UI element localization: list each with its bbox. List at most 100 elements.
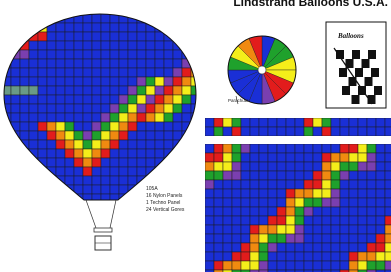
- panel-cell: [2, 95, 11, 104]
- panel-cell: [146, 122, 155, 131]
- panel-cell: [11, 194, 20, 203]
- panel-cell: [155, 113, 164, 122]
- panel-cell: [83, 104, 92, 113]
- pattern-cell: [268, 252, 277, 261]
- strip-cell: [250, 118, 259, 127]
- panel-cell: [137, 23, 146, 32]
- pattern-cell: [367, 189, 376, 198]
- strip-cell: [340, 127, 349, 136]
- pattern-cell: [268, 189, 277, 198]
- panel-cell: [182, 86, 191, 95]
- pattern-cell: [349, 216, 358, 225]
- pattern-cell: [385, 198, 391, 207]
- strip-cell: [331, 127, 340, 136]
- color-strip: [205, 118, 391, 136]
- panel-cell: [173, 158, 182, 167]
- pattern-cell: [331, 216, 340, 225]
- panel-cell: [128, 194, 137, 203]
- panel-cell: [155, 50, 164, 59]
- panel-cell: [56, 59, 65, 68]
- pattern-cell: [259, 234, 268, 243]
- panel-cell: [20, 95, 29, 104]
- pattern-cell: [232, 261, 241, 270]
- panel-cell: [119, 59, 128, 68]
- pattern-cell: [313, 189, 322, 198]
- pattern-cell: [277, 162, 286, 171]
- pattern-cell: [241, 180, 250, 189]
- pattern-cell: [295, 207, 304, 216]
- pattern-cell: [268, 171, 277, 180]
- panel-cell: [38, 113, 47, 122]
- pattern-cell: [241, 189, 250, 198]
- pattern-cell: [259, 189, 268, 198]
- panel-cell: [65, 122, 74, 131]
- pattern-cell: [205, 189, 214, 198]
- panel-cell: [11, 113, 20, 122]
- panel-pattern: [205, 144, 391, 272]
- panel-cell: [38, 185, 47, 194]
- pattern-cell: [376, 144, 385, 153]
- panel-cell: [74, 59, 83, 68]
- pattern-cell: [313, 180, 322, 189]
- pattern-cell: [277, 180, 286, 189]
- panel-cell: [56, 194, 65, 203]
- panel-cell: [173, 149, 182, 158]
- panel-cell: [2, 14, 11, 23]
- panel-cell: [137, 149, 146, 158]
- panel-cell: [2, 23, 11, 32]
- pattern-cell: [214, 171, 223, 180]
- panel-cell: [74, 149, 83, 158]
- pattern-cell: [322, 198, 331, 207]
- pattern-cell: [358, 216, 367, 225]
- panel-cell: [56, 149, 65, 158]
- panel-cell: [83, 113, 92, 122]
- panel-cell: [119, 104, 128, 113]
- pattern-cell: [286, 234, 295, 243]
- logo-text: Balloons: [337, 32, 364, 40]
- panel-cell: [38, 95, 47, 104]
- panel-cell: [92, 131, 101, 140]
- pattern-cell: [304, 189, 313, 198]
- flag-square: [339, 68, 347, 77]
- pattern-cell: [313, 234, 322, 243]
- panel-cell: [101, 176, 110, 185]
- pattern-cell: [313, 243, 322, 252]
- panel-cell: [47, 50, 56, 59]
- panel-cell: [173, 32, 182, 41]
- pattern-cell: [259, 144, 268, 153]
- pattern-cell: [286, 225, 295, 234]
- pattern-cell: [223, 207, 232, 216]
- panel-cell: [2, 167, 11, 176]
- panel-cell: [173, 23, 182, 32]
- strip-cell: [223, 127, 232, 136]
- panel-cell: [191, 176, 200, 185]
- panel-cell: [65, 140, 74, 149]
- panel-cell: [83, 122, 92, 131]
- panel-cell: [146, 140, 155, 149]
- panel-cell: [74, 32, 83, 41]
- pattern-cell: [286, 261, 295, 270]
- pattern-cell: [376, 225, 385, 234]
- pattern-cell: [349, 234, 358, 243]
- pattern-cell: [313, 144, 322, 153]
- strip-cell: [259, 118, 268, 127]
- panel-cell: [92, 113, 101, 122]
- panel-cell: [65, 41, 74, 50]
- panel-cell: [155, 140, 164, 149]
- pattern-cell: [286, 243, 295, 252]
- pattern-cell: [223, 234, 232, 243]
- pattern-cell: [205, 162, 214, 171]
- pattern-cell: [223, 216, 232, 225]
- panel-cell: [155, 41, 164, 50]
- panel-cell: [155, 14, 164, 23]
- panel-cell: [119, 113, 128, 122]
- pattern-cell: [214, 162, 223, 171]
- panel-cell: [47, 32, 56, 41]
- pattern-cell: [214, 243, 223, 252]
- pattern-cell: [214, 189, 223, 198]
- pattern-cell: [232, 216, 241, 225]
- strip-cell: [277, 127, 286, 136]
- pattern-cell: [286, 216, 295, 225]
- pattern-cell: [205, 243, 214, 252]
- panel-cell: [182, 194, 191, 203]
